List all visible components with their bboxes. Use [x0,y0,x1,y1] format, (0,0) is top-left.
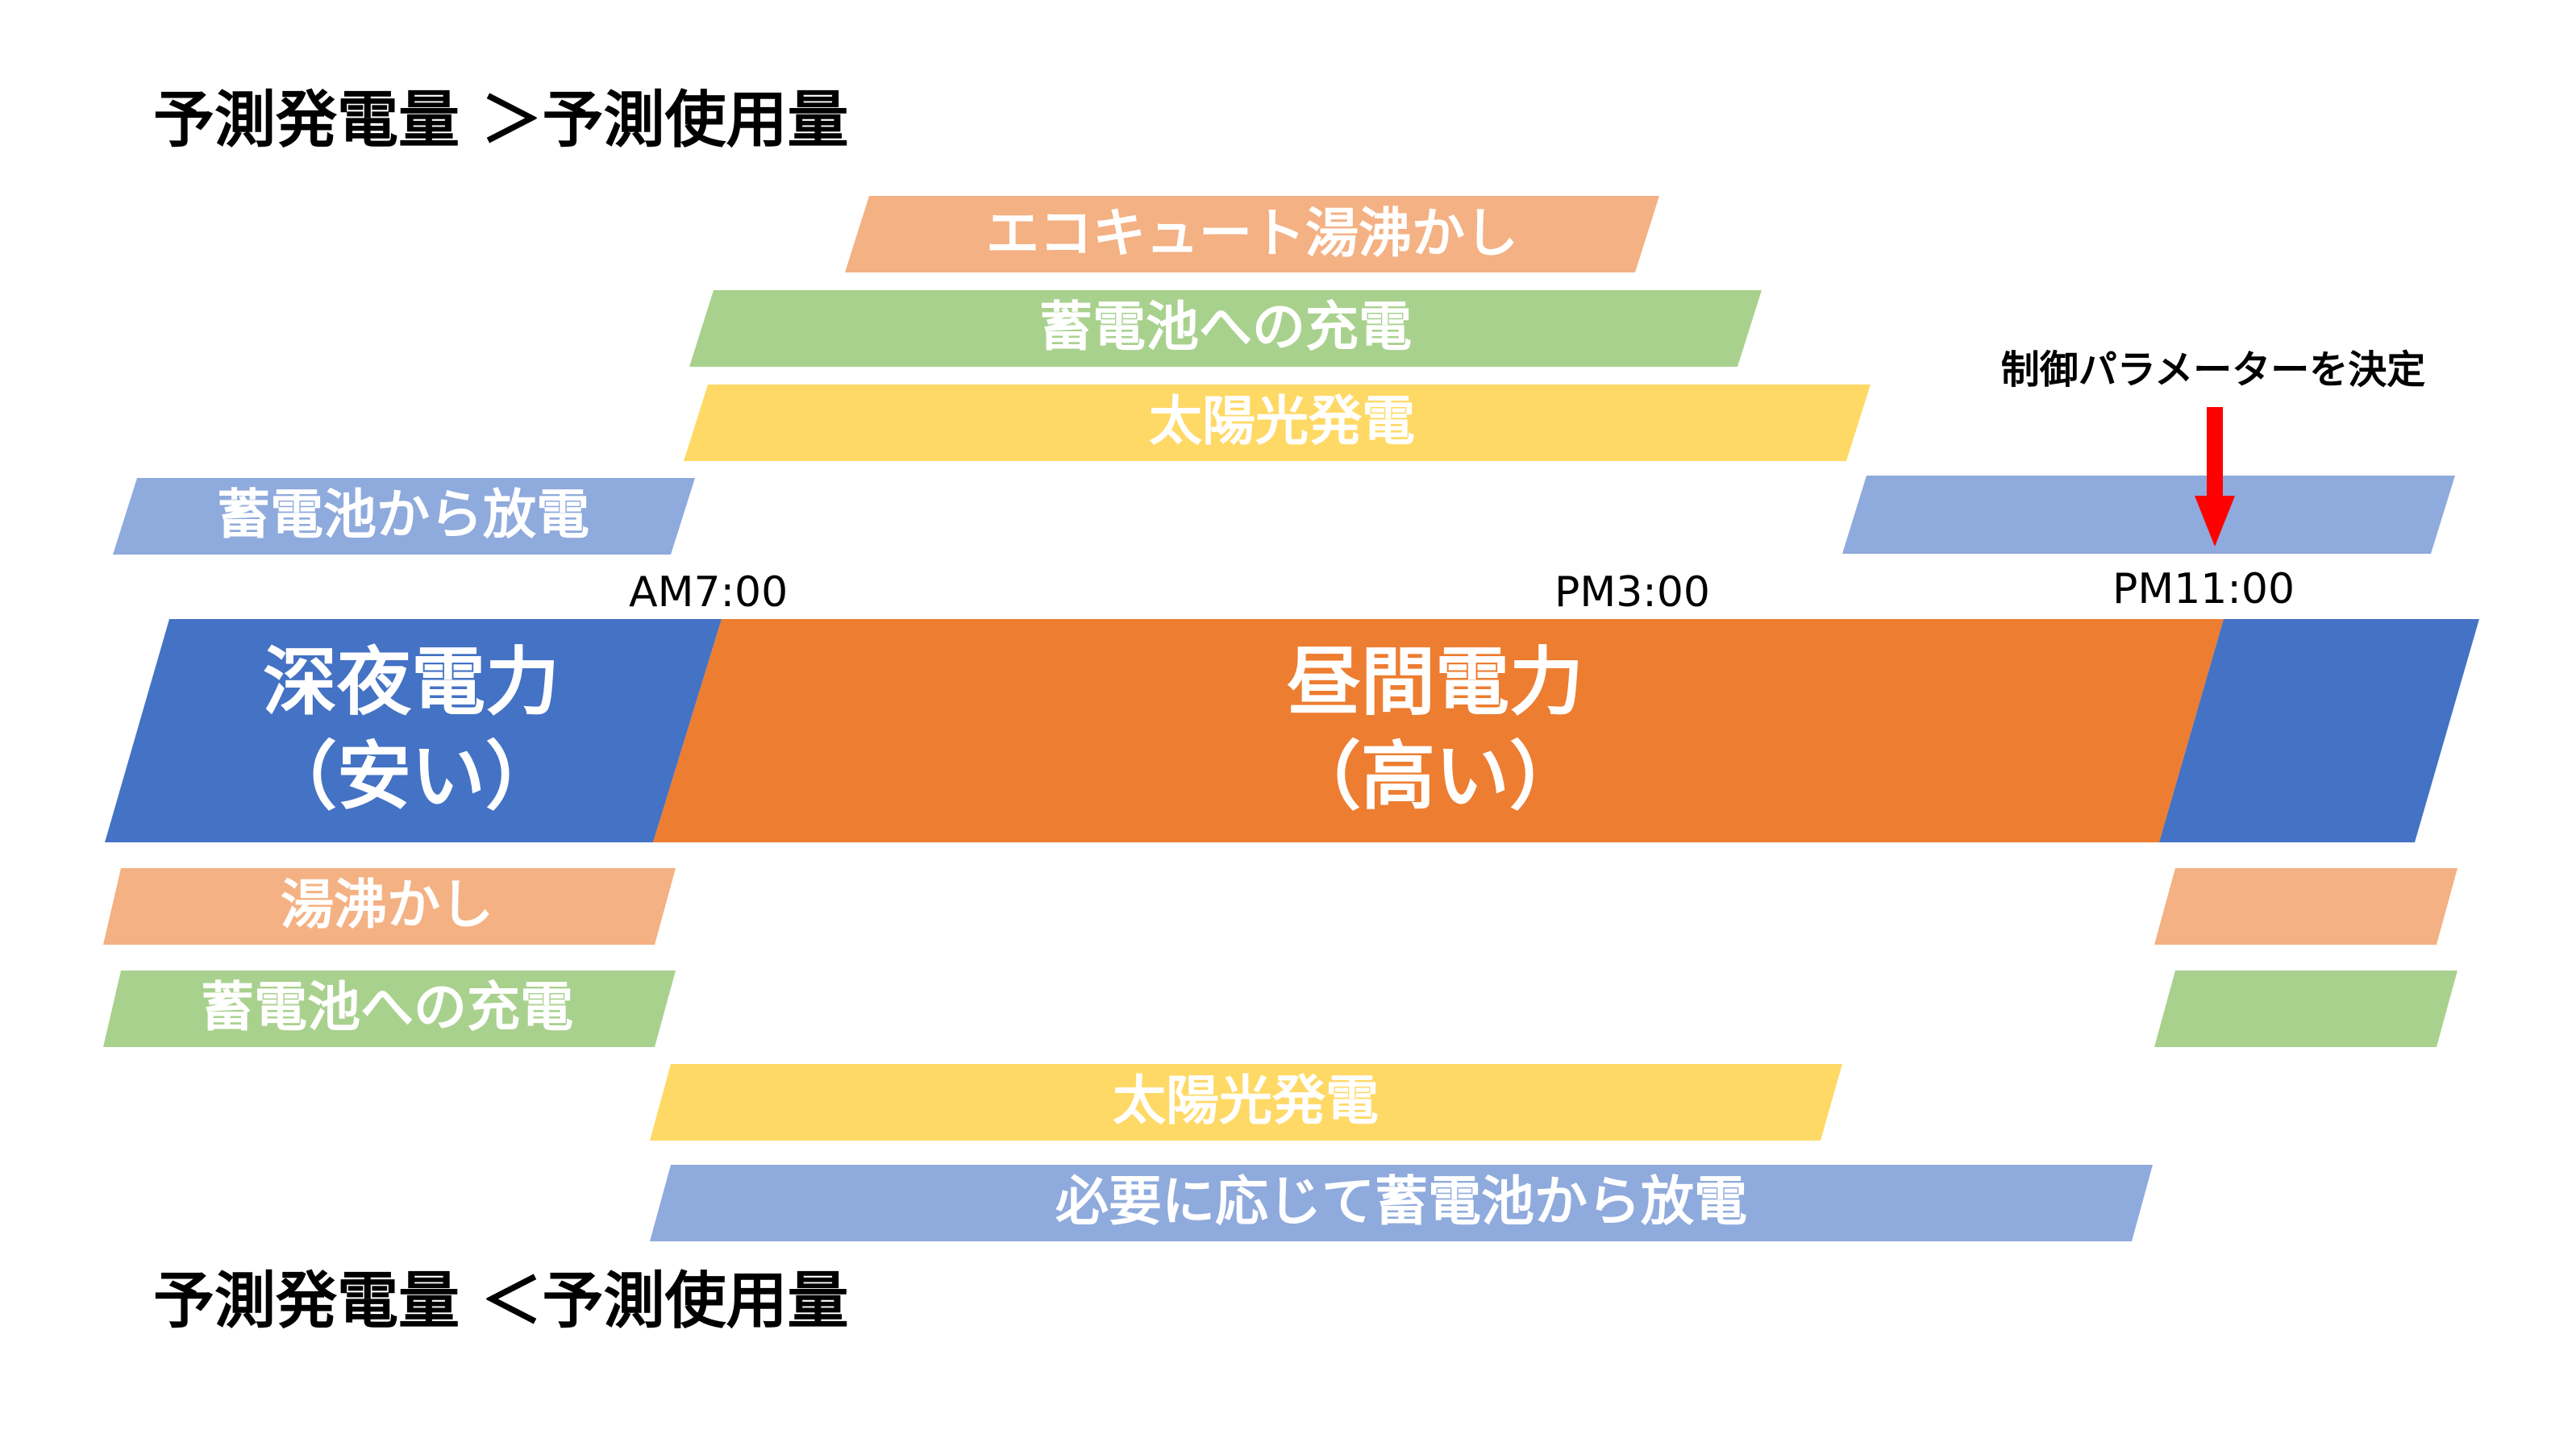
top-heading: 予測発電量 ＞予測使用量 [153,84,848,156]
day-tariff-note: （高い） [1287,734,1583,820]
bottom-solar-bar [650,1064,1842,1141]
top-charge-label: 蓄電池への充電 [1039,296,1412,358]
day-tariff-title: 昼間電力 [1287,639,1583,725]
night-tariff-block-left [105,619,722,842]
bottom-discharge-label: 必要に応じて蓄電池から放電 [1055,1170,1747,1232]
bottom-charge-bar-left [103,971,676,1047]
bottom-solar-label: 太陽光発電 [1113,1070,1379,1132]
night-tariff-title: 深夜電力 [263,639,560,725]
top-charge-bar [689,290,1762,367]
arrow-head [2195,496,2235,547]
top-discharge-bar-right [1842,476,2455,554]
bottom-boil-label: 湯沸かし [281,874,493,936]
top-discharge-label: 蓄電池から放電 [217,484,589,546]
bottom-boil-bar-right [2154,868,2457,945]
time-label-pm3: PM3:00 [1554,568,1710,617]
top-discharge-bar-left [113,478,695,555]
bottom-charge-label: 蓄電池への充電 [201,976,573,1038]
control-parameter-label: 制御パラメーターを決定 [2001,347,2426,393]
top-ecocute-bar [845,196,1659,272]
top-solar-bar [684,384,1871,461]
time-label-pm11: PM11:00 [2112,565,2295,613]
night-tariff-block-right [2159,619,2479,842]
day-tariff-block [653,619,2224,842]
time-label-am7: AM7:00 [629,568,788,617]
bottom-boil-bar-left [103,868,676,945]
bottom-charge-bar-right [2154,971,2457,1047]
arrow-shaft [2207,407,2223,497]
top-solar-label: 太陽光発電 [1149,390,1415,452]
bottom-discharge-bar [650,1165,2153,1241]
top-ecocute-label: エコキュート湯沸かし [986,202,1518,264]
bottom-heading: 予測発電量 ＜予測使用量 [153,1265,848,1336]
night-tariff-note: （安い） [263,734,560,820]
